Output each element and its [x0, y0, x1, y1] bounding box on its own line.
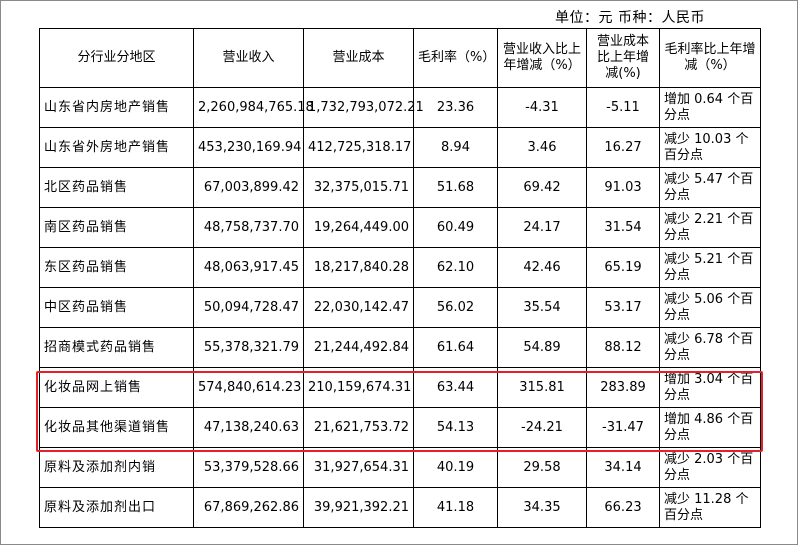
row-margin-change: 减少 5.47 个百分点 — [659, 167, 761, 208]
row-revenue-change: 29.58 — [497, 447, 587, 488]
row-revenue-change: -24.21 — [497, 407, 587, 448]
row-cost: 412,725,318.17 — [303, 127, 414, 168]
row-margin-change: 减少 5.06 个百分点 — [659, 287, 761, 328]
row-margin-change: 减少 2.03 个百分点 — [659, 447, 761, 488]
row-cost: 32,375,015.71 — [303, 167, 414, 208]
row-cost-change: 91.03 — [586, 167, 660, 208]
row-margin-change: 增加 3.04 个百分点 — [659, 367, 761, 408]
table-body: 山东省内房地产销售 2,260,984,765.18 1,732,793,072.2… — [39, 87, 761, 528]
row-revenue: 67,869,262.86 — [193, 487, 304, 528]
row-revenue: 47,138,240.63 — [193, 407, 304, 448]
row-segment-name: 山东省内房地产销售 — [39, 87, 194, 128]
row-gross-margin: 60.49 — [413, 207, 498, 248]
row-cost: 1,732,793,072.21 — [303, 87, 424, 128]
row-cost: 210,159,674.31 — [303, 367, 414, 408]
row-gross-margin: 23.36 — [413, 87, 498, 128]
row-cost-change: -31.47 — [586, 407, 660, 448]
unit-currency-label: 单位：元 币种：人民币 — [555, 10, 705, 26]
row-revenue: 55,378,321.79 — [193, 327, 304, 368]
row-margin-change: 减少 2.21 个百分点 — [659, 207, 761, 248]
row-gross-margin: 51.68 — [413, 167, 498, 208]
row-cost: 21,621,753.72 — [303, 407, 414, 448]
row-revenue-change: -4.31 — [497, 87, 587, 128]
col-header-gross-margin: 毛利率（%） — [413, 28, 498, 88]
row-revenue-change: 3.46 — [497, 127, 587, 168]
table-row: 东区药品销售 48,063,917.45 18,217,840.28 62.10 42.… — [39, 247, 761, 288]
table-row: 化妆品网上销售 574,840,614.23 210,159,674.31 63.44… — [39, 367, 761, 408]
row-revenue: 48,063,917.45 — [193, 247, 304, 288]
row-gross-margin: 56.02 — [413, 287, 498, 328]
row-segment-name: 东区药品销售 — [39, 247, 194, 288]
row-gross-margin: 54.13 — [413, 407, 498, 448]
row-revenue-change: 42.46 — [497, 247, 587, 288]
row-cost-change: 34.14 — [586, 447, 660, 488]
row-segment-name: 化妆品网上销售 — [39, 367, 194, 408]
row-gross-margin: 61.64 — [413, 327, 498, 368]
revenue-table: 分行业分地区 营业收入 营业成本 毛利率（%） 营业收入比上年增减（%） 营业成… — [39, 28, 761, 528]
col-header-revenue: 营业收入 — [193, 28, 304, 88]
row-cost-change: 88.12 — [586, 327, 660, 368]
row-cost: 19,264,449.00 — [303, 207, 414, 248]
row-cost-change: 53.17 — [586, 287, 660, 328]
row-segment-name: 招商模式药品销售 — [39, 327, 194, 368]
row-margin-change: 减少 5.21 个百分点 — [659, 247, 761, 288]
row-gross-margin: 40.19 — [413, 447, 498, 488]
row-revenue: 67,003,899.42 — [193, 167, 304, 208]
row-cost-change: 16.27 — [586, 127, 660, 168]
row-cost: 31,927,654.31 — [303, 447, 414, 488]
col-header-cost-change: 营业成本比上年增减(%) — [586, 28, 660, 88]
row-margin-change: 增加 0.64 个百分点 — [659, 87, 761, 128]
table-row: 化妆品其他渠道销售 47,138,240.63 21,621,753.72 54.13… — [39, 407, 761, 448]
row-cost: 22,030,142.47 — [303, 287, 414, 328]
table-row: 招商模式药品销售 55,378,321.79 21,244,492.84 61.64 5… — [39, 327, 761, 368]
table-header-row: 分行业分地区 营业收入 营业成本 毛利率（%） 营业收入比上年增减（%） 营业成… — [39, 28, 761, 88]
row-margin-change: 减少 10.03 个百分点 — [659, 127, 761, 168]
table-row: 原料及添加剂内销 53,379,528.66 31,927,654.31 40.19 2… — [39, 447, 761, 488]
row-segment-name: 山东省外房地产销售 — [39, 127, 194, 168]
row-revenue: 53,379,528.66 — [193, 447, 304, 488]
table-row: 山东省外房地产销售 453,230,169.94 412,725,318.17 8.9… — [39, 127, 761, 168]
row-revenue: 574,840,614.23 — [193, 367, 304, 408]
col-header-margin-change: 毛利率比上年增减（%） — [659, 28, 761, 88]
row-gross-margin: 8.94 — [413, 127, 498, 168]
row-cost-change: 65.19 — [586, 247, 660, 288]
row-segment-name: 原料及添加剂内销 — [39, 447, 194, 488]
row-margin-change: 增加 4.86 个百分点 — [659, 407, 761, 448]
col-header-cost: 营业成本 — [303, 28, 414, 88]
row-margin-change: 减少 11.28 个百分点 — [659, 487, 761, 528]
row-gross-margin: 62.10 — [413, 247, 498, 288]
row-revenue-change: 54.89 — [497, 327, 587, 368]
row-gross-margin: 63.44 — [413, 367, 498, 408]
row-margin-change: 减少 6.78 个百分点 — [659, 327, 761, 368]
row-segment-name: 北区药品销售 — [39, 167, 194, 208]
row-segment-name: 化妆品其他渠道销售 — [39, 407, 194, 448]
row-cost-change: -5.11 — [586, 87, 660, 128]
row-revenue: 48,758,737.70 — [193, 207, 304, 248]
row-revenue-change: 24.17 — [497, 207, 587, 248]
row-cost: 39,921,392.21 — [303, 487, 414, 528]
row-cost: 18,217,840.28 — [303, 247, 414, 288]
row-cost: 21,244,492.84 — [303, 327, 414, 368]
row-revenue-change: 315.81 — [497, 367, 587, 408]
row-revenue: 50,094,728.47 — [193, 287, 304, 328]
table-row: 北区药品销售 67,003,899.42 32,375,015.71 51.68 69.… — [39, 167, 761, 208]
row-segment-name: 原料及添加剂出口 — [39, 487, 194, 528]
row-revenue-change: 34.35 — [497, 487, 587, 528]
col-header-revenue-change: 营业收入比上年增减（%） — [497, 28, 587, 88]
row-revenue: 2,260,984,765.18 — [193, 87, 314, 128]
row-segment-name: 中区药品销售 — [39, 287, 194, 328]
row-cost-change: 66.23 — [586, 487, 660, 528]
table-row: 原料及添加剂出口 67,869,262.86 39,921,392.21 41.18 3… — [39, 487, 761, 528]
row-revenue: 453,230,169.94 — [193, 127, 304, 168]
row-segment-name: 南区药品销售 — [39, 207, 194, 248]
table-row: 山东省内房地产销售 2,260,984,765.18 1,732,793,072.2… — [39, 87, 761, 128]
table-row: 中区药品销售 50,094,728.47 22,030,142.47 56.02 35.… — [39, 287, 761, 328]
row-cost-change: 283.89 — [586, 367, 660, 408]
col-header-segment: 分行业分地区 — [39, 28, 194, 88]
row-gross-margin: 41.18 — [413, 487, 498, 528]
row-cost-change: 31.54 — [586, 207, 660, 248]
row-revenue-change: 35.54 — [497, 287, 587, 328]
table-row: 南区药品销售 48,758,737.70 19,264,449.00 60.49 24.… — [39, 207, 761, 248]
row-revenue-change: 69.42 — [497, 167, 587, 208]
